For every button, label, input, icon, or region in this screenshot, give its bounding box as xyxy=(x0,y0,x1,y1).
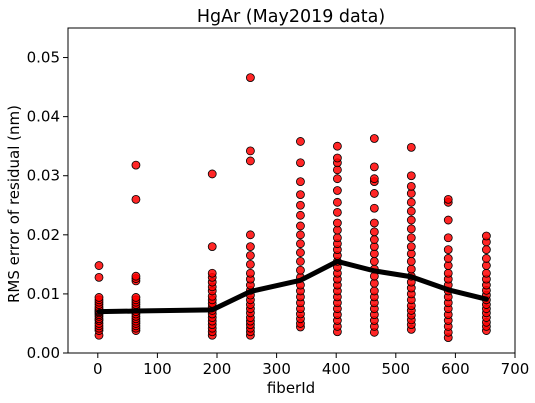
data-point xyxy=(332,174,342,184)
data-point xyxy=(131,271,141,281)
data-point xyxy=(296,200,305,210)
y-tick-label: 0.04 xyxy=(27,108,60,126)
data-point xyxy=(443,245,453,254)
data-point xyxy=(245,156,255,166)
data-point xyxy=(406,142,416,152)
data-point xyxy=(332,207,342,217)
data-point xyxy=(369,257,379,266)
plot-frame xyxy=(67,27,516,354)
data-point xyxy=(369,203,379,213)
data-point xyxy=(406,224,416,234)
data-point xyxy=(406,171,416,181)
x-axis-label: fiberId xyxy=(267,379,315,397)
data-point xyxy=(406,215,416,225)
data-point xyxy=(296,190,305,200)
data-point xyxy=(245,242,255,252)
data-point xyxy=(207,169,217,179)
data-point xyxy=(406,197,416,207)
mean-line-layer xyxy=(96,258,489,315)
data-point xyxy=(296,177,305,187)
data-point xyxy=(296,210,305,220)
data-point xyxy=(443,215,453,225)
data-point xyxy=(443,268,453,278)
data-point xyxy=(245,146,255,156)
data-point xyxy=(94,293,104,302)
chart-title: HgAr (May2019 data) xyxy=(197,7,385,27)
data-point xyxy=(296,230,305,240)
data-point xyxy=(443,254,453,263)
data-point xyxy=(131,194,141,204)
x-tick-label: 500 xyxy=(381,360,410,378)
mean-line xyxy=(96,258,489,315)
data-point xyxy=(296,248,305,257)
data-point xyxy=(369,227,379,237)
data-point xyxy=(406,264,416,274)
data-point xyxy=(369,235,379,244)
data-point xyxy=(406,206,416,216)
y-tick-label: 0.03 xyxy=(27,167,60,185)
data-point xyxy=(296,221,305,231)
data-point xyxy=(406,233,416,243)
data-point xyxy=(332,186,342,195)
data-point xyxy=(131,293,141,302)
data-point xyxy=(481,254,491,263)
x-axis: 0 100 200 300 400 500 600 700 xyxy=(93,353,529,378)
x-tick-label: 300 xyxy=(262,360,291,378)
data-point xyxy=(207,268,217,278)
data-point xyxy=(369,189,379,198)
data-point xyxy=(245,230,255,240)
data-point xyxy=(296,257,305,266)
data-point xyxy=(443,194,453,204)
data-point xyxy=(296,158,305,168)
x-tick-label: 700 xyxy=(501,360,530,378)
data-point xyxy=(245,259,255,269)
y-axis-label: RMS error of residual (nm) xyxy=(5,105,23,303)
data-point xyxy=(443,233,453,243)
data-point xyxy=(481,231,491,241)
data-point xyxy=(481,268,491,278)
data-point xyxy=(406,181,416,191)
data-point xyxy=(245,73,255,83)
data-point xyxy=(481,245,491,254)
x-tick-label: 200 xyxy=(203,360,232,378)
y-tick-label: 0.05 xyxy=(27,49,60,67)
data-point xyxy=(332,233,342,243)
x-tick-label: 100 xyxy=(143,360,172,378)
data-point xyxy=(332,153,342,163)
x-tick-label: 400 xyxy=(322,360,351,378)
y-tick-label: 0.00 xyxy=(27,344,60,362)
data-point xyxy=(94,272,104,282)
data-point xyxy=(406,242,416,252)
data-point xyxy=(406,257,416,266)
y-tick-label: 0.02 xyxy=(27,226,60,244)
data-point xyxy=(207,242,217,252)
data-point xyxy=(332,218,342,228)
y-axis: 0.00 0.01 0.02 0.03 0.04 0.05 xyxy=(27,49,68,362)
scatter-points xyxy=(94,73,491,343)
data-point xyxy=(369,134,379,143)
y-tick-label: 0.01 xyxy=(27,285,60,303)
x-tick-label: 600 xyxy=(441,360,470,378)
data-point xyxy=(332,141,342,151)
data-point xyxy=(245,268,255,278)
data-point xyxy=(94,261,104,270)
data-point xyxy=(296,239,305,249)
data-point xyxy=(296,137,305,146)
data-point xyxy=(369,162,379,172)
data-point xyxy=(369,174,379,184)
data-point xyxy=(369,218,379,228)
data-point xyxy=(296,265,305,275)
data-point xyxy=(332,197,342,207)
data-point xyxy=(369,286,379,296)
data-point xyxy=(131,160,141,170)
x-tick-label: 0 xyxy=(93,360,103,378)
data-point xyxy=(245,251,255,260)
